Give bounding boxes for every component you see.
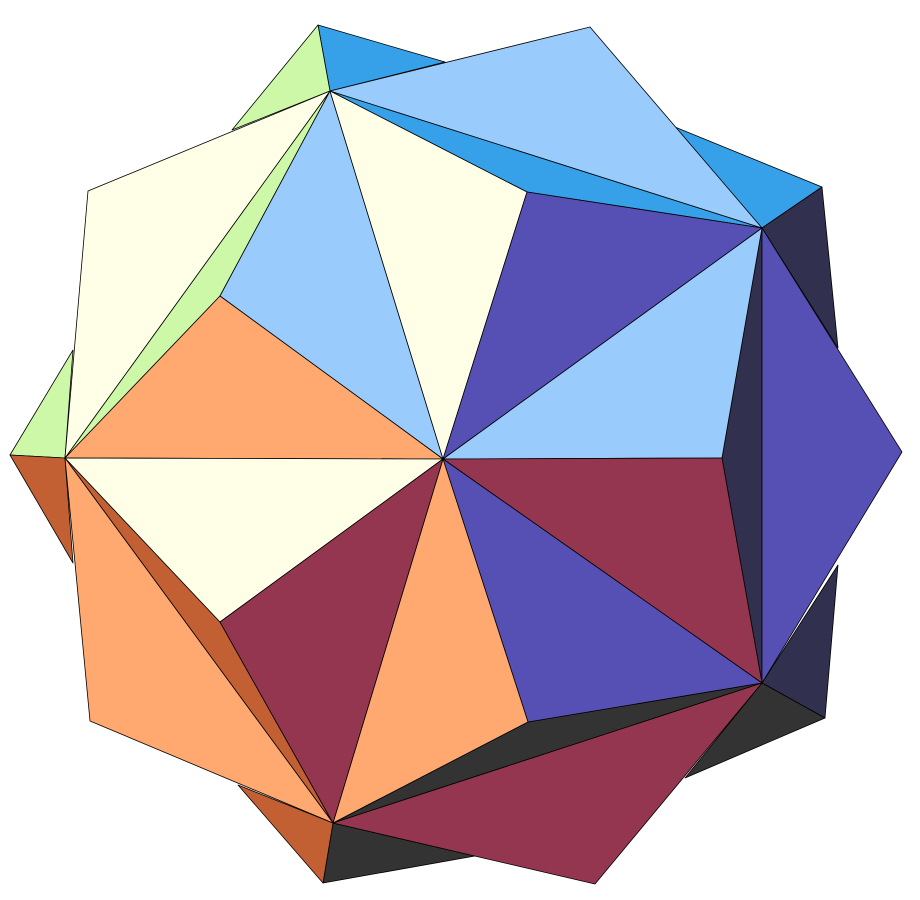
face-charcoal-right: [684, 682, 826, 779]
face-cream-upper-left: [64, 90, 331, 459]
face-rust-bottom: [237, 784, 334, 884]
face-light-green-left: [9, 349, 74, 459]
face-light-green-top: [231, 24, 331, 131]
face-maroon-bottom: [332, 682, 763, 885]
face-light-blue-top: [329, 26, 763, 229]
face-peach-left: [64, 457, 334, 824]
face-dark-navy-top: [761, 186, 839, 349]
face-purple-right: [761, 227, 903, 684]
face-maroon-lower-left: [219, 458, 444, 824]
face-rust-left: [9, 454, 74, 564]
